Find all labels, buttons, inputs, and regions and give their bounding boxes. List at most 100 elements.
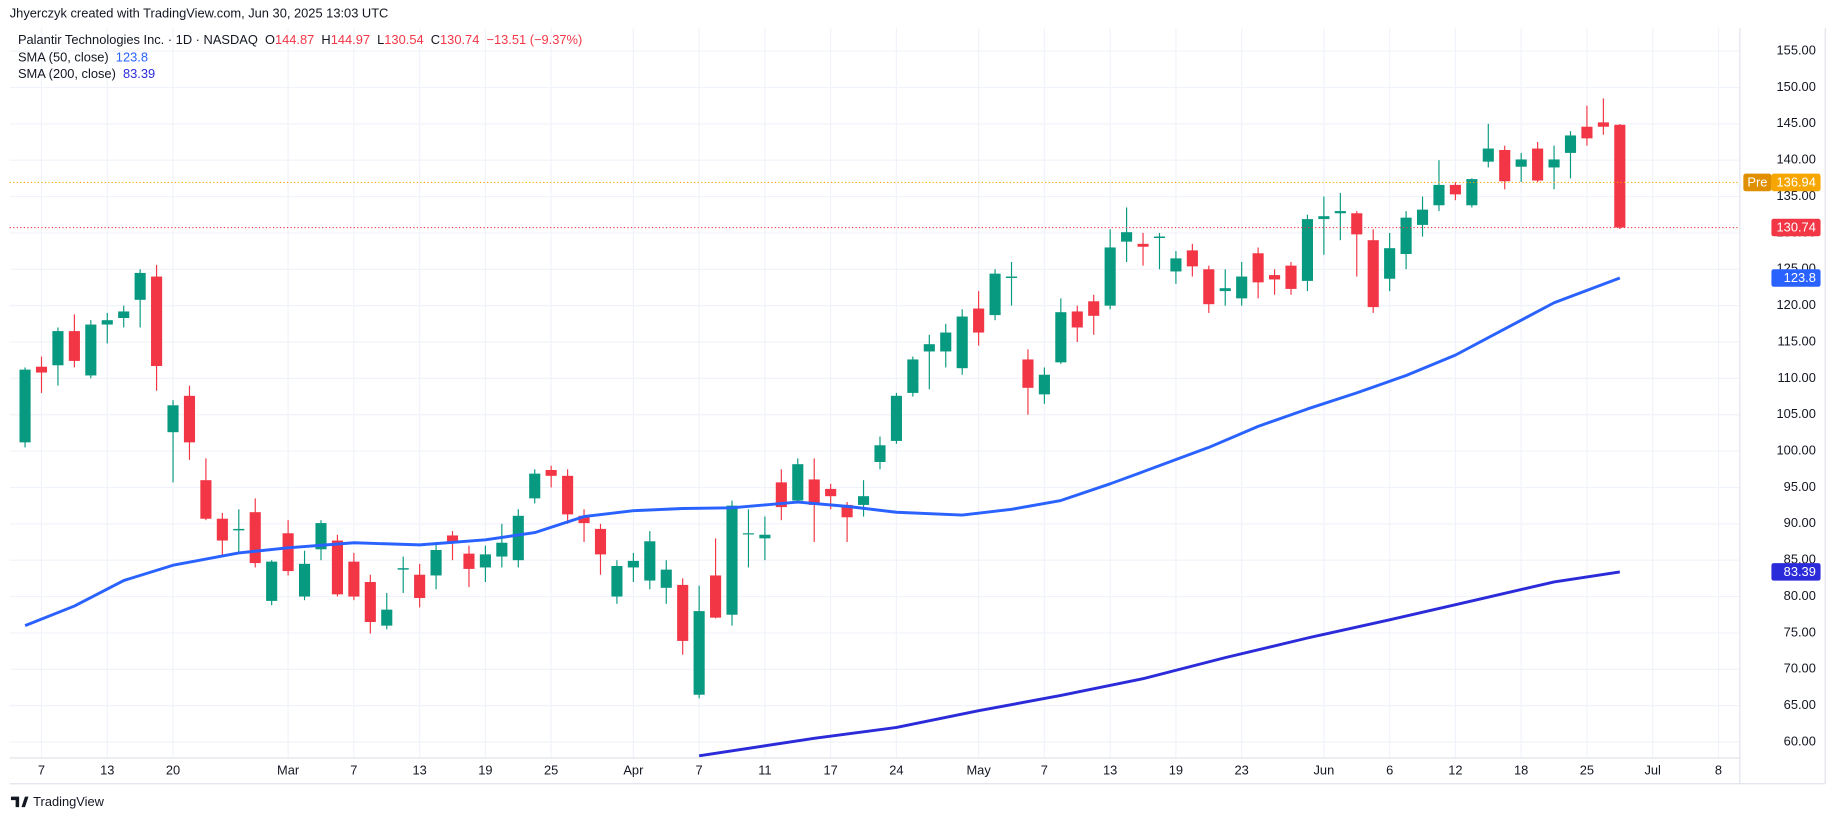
symbol-title: Palantir Technologies Inc. · 1D · NASDAQ xyxy=(18,32,258,47)
candle-body xyxy=(1186,250,1198,267)
logo-mark xyxy=(10,796,29,808)
pre-badge-label: Pre xyxy=(1747,174,1767,189)
ohlc-value: 130.54 xyxy=(384,32,423,47)
candle-body xyxy=(1301,219,1314,281)
ohlc-key: H xyxy=(321,32,330,47)
candle-body xyxy=(463,553,475,569)
x-tick-label: 24 xyxy=(889,762,903,777)
candle-body xyxy=(1581,126,1593,139)
candle-body xyxy=(1219,288,1231,292)
candle-body xyxy=(1071,311,1083,328)
candle-body xyxy=(660,569,672,588)
candle-body xyxy=(989,273,1001,316)
candle-body xyxy=(1466,179,1478,206)
x-tick-label: Jun xyxy=(1314,762,1335,777)
candle-body xyxy=(282,533,294,572)
ohlc-key: O xyxy=(265,32,275,47)
y-tick-label: 115.00 xyxy=(1777,333,1815,348)
candle-body xyxy=(611,566,623,597)
x-tick-label: 6 xyxy=(1386,762,1393,777)
candle-body xyxy=(1121,232,1133,242)
candle-body xyxy=(1482,148,1494,162)
candle-body xyxy=(545,470,557,476)
candle-body xyxy=(496,542,508,557)
sma-badge: 83.39 xyxy=(1784,564,1816,579)
candle-body xyxy=(1548,159,1560,168)
candle-body xyxy=(134,272,146,300)
candle-body xyxy=(907,359,919,393)
candle-body xyxy=(1499,150,1511,182)
candle-body xyxy=(940,332,952,352)
candle-body xyxy=(101,320,113,325)
x-tick-label: 23 xyxy=(1235,762,1249,777)
ohlc-value: 144.97 xyxy=(331,32,370,47)
candle-body xyxy=(1318,216,1330,220)
candle-body xyxy=(298,563,311,597)
candle-body xyxy=(35,366,48,373)
x-tick-label: 13 xyxy=(1103,762,1117,777)
candle-body xyxy=(742,533,755,535)
candle-body xyxy=(529,473,541,499)
candle-body xyxy=(1416,209,1429,225)
sma-badge: 123.8 xyxy=(1784,270,1816,285)
candle-body xyxy=(1351,213,1363,235)
x-tick-label: 7 xyxy=(350,762,357,777)
pre-badge: 136.94 xyxy=(1777,174,1816,189)
candle-body xyxy=(759,534,771,539)
pre-badge-bg xyxy=(1743,173,1772,192)
candle-body xyxy=(594,528,607,555)
candle-body xyxy=(857,496,870,505)
y-tick-label: 70.00 xyxy=(1784,661,1816,676)
candle-body xyxy=(200,480,212,519)
x-tick-label: 25 xyxy=(544,762,558,777)
candle-body xyxy=(808,479,820,505)
x-tick-label: 12 xyxy=(1448,762,1462,777)
legend-label: SMA (200, close) xyxy=(18,66,116,81)
candle-body xyxy=(249,512,261,564)
candle-body xyxy=(479,554,491,568)
y-tick-label: 110.00 xyxy=(1777,370,1815,385)
sma-line xyxy=(698,570,1621,758)
y-tick-label: 80.00 xyxy=(1784,588,1816,603)
x-tick-label: May xyxy=(966,762,991,777)
x-tick-label: 17 xyxy=(824,762,838,777)
candle-body xyxy=(1170,258,1182,272)
ohlc-value: 130.74 xyxy=(440,32,479,47)
candle-body xyxy=(151,276,163,367)
x-tick-label: 8 xyxy=(1715,762,1722,777)
candle-body xyxy=(1449,184,1461,195)
y-tick-label: 85.00 xyxy=(1784,552,1816,567)
candle-body xyxy=(1597,122,1609,127)
y-tick-label: 155.00 xyxy=(1777,42,1816,57)
y-tick-label: 90.00 xyxy=(1784,515,1816,530)
candle-body xyxy=(1400,217,1412,255)
candle-body xyxy=(710,575,722,618)
last-price-badge-bg xyxy=(1771,218,1821,237)
x-tick-label: 20 xyxy=(166,762,180,777)
y-tick-label: 120.00 xyxy=(1777,297,1816,312)
y-tick-label: 65.00 xyxy=(1784,697,1816,712)
candle-body xyxy=(1384,248,1396,279)
candle-body xyxy=(677,584,689,641)
candle-body xyxy=(315,523,327,550)
sma-line xyxy=(24,276,1621,627)
candle-body xyxy=(825,488,837,497)
grid xyxy=(9,28,1740,759)
y-tick-label: 95.00 xyxy=(1784,479,1816,494)
legend-label: SMA (50, close) xyxy=(18,50,109,65)
candle-body xyxy=(167,405,179,433)
x-tick-label: Jul xyxy=(1644,762,1660,777)
y-tick-label: 150.00 xyxy=(1777,79,1816,94)
footer-brand: TradingView xyxy=(33,794,104,809)
candle-body xyxy=(1203,269,1215,305)
candle-body xyxy=(775,482,787,508)
y-tick-label: 135.00 xyxy=(1777,188,1816,203)
legend-main: Palantir Technologies Inc. · 1D · NASDAQ… xyxy=(18,32,582,47)
x-tick-label: 25 xyxy=(1580,762,1594,777)
x-tick-label: Apr xyxy=(623,762,644,777)
x-tick-label: 13 xyxy=(100,762,114,777)
candle-body xyxy=(1137,243,1149,247)
sma-badge-bg xyxy=(1771,269,1821,287)
candle-body xyxy=(693,611,705,695)
candle-body xyxy=(216,518,228,541)
